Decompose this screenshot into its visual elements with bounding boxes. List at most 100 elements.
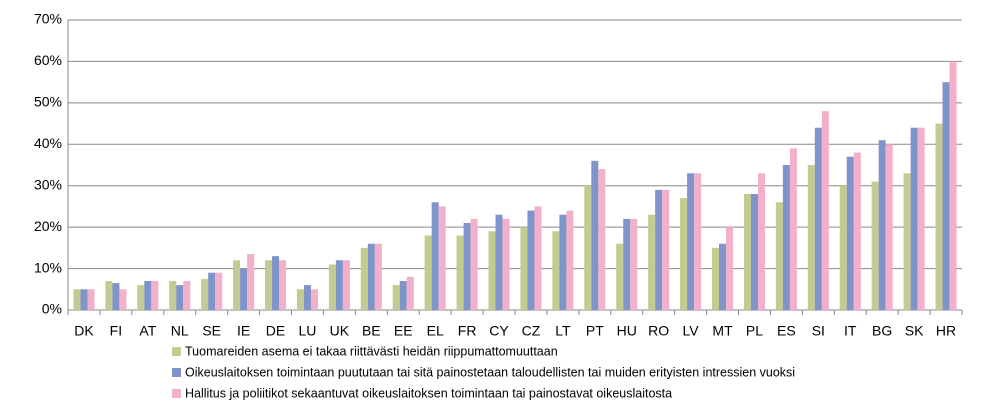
bar [488,231,496,310]
bar [367,243,375,310]
bar [438,206,446,310]
x-tick-label: LV [683,323,700,339]
x-tick-label: CZ [522,323,541,339]
bar [935,123,943,310]
x-tick-label: UK [330,323,350,339]
legend-label: Oikeuslaitoksen toimintaan puututaan tai… [185,365,795,379]
bar [303,285,311,310]
x-tick-label: IE [237,323,250,339]
bar [502,218,510,310]
bar [296,289,304,310]
x-tick-label: SK [905,323,924,339]
bar [584,185,592,310]
bar [694,173,702,310]
bar [360,247,368,310]
bar [942,82,950,311]
x-tick-label: CY [489,323,509,339]
bar [527,210,535,310]
bar [169,281,177,310]
bar [470,218,478,310]
bar [264,260,273,310]
bar [687,173,695,310]
bar [871,181,879,310]
bar [623,218,631,310]
x-tick-label: PT [586,323,604,339]
x-tick-label: HR [936,323,956,339]
bar [424,235,432,310]
x-tick-label: BE [362,323,381,339]
y-tick-label: 10% [34,259,62,275]
y-tick-label: 60% [34,52,62,68]
bar [655,189,663,310]
bar [80,289,88,310]
bar [903,173,911,310]
bar [917,127,925,310]
x-tick-label: EE [394,323,413,339]
legend-label: Tuomareiden asema ei takaa riittävästi h… [185,344,558,358]
y-tick-label: 0% [42,301,62,317]
bar [374,243,382,310]
bar [431,202,439,310]
y-tick-label: 20% [34,218,62,234]
x-tick-label: SE [202,323,221,339]
bar [591,160,599,310]
bar [839,185,847,310]
x-tick-label: DE [266,323,285,339]
bar [87,289,95,310]
bar [176,285,184,310]
x-tick-label: EL [427,323,444,339]
bar [144,281,152,310]
bar [719,243,727,310]
bar [463,223,471,310]
bar [495,214,503,310]
bar [853,152,861,310]
bar [201,278,209,310]
bar [775,202,783,310]
y-tick-label: 30% [34,176,62,192]
x-tick-label: IT [844,323,857,339]
bar [233,260,241,310]
bar [151,281,159,310]
bar [662,189,670,310]
bar [240,268,248,310]
bar [279,260,287,310]
bar [399,281,407,310]
legend-label: Hallitus ja poliitikot sekaantuvat oikeu… [185,386,672,400]
bar [598,169,606,310]
bar [949,61,957,310]
bar [552,231,560,310]
bar [406,276,414,310]
bar [846,156,854,310]
bar [711,247,720,310]
bar [272,256,280,310]
bar [137,285,145,310]
bar [630,218,638,310]
bar [328,264,336,310]
bar [534,206,542,310]
bar [782,165,790,310]
bar [757,173,766,310]
bar [520,227,528,310]
bar [73,289,81,310]
bar [342,260,350,310]
x-tick-label: FI [110,323,122,339]
x-tick-label: BG [872,323,892,339]
bar [215,272,223,310]
legend-swatch [172,347,181,356]
bar [335,260,343,310]
x-tick-label: LT [555,323,571,339]
y-tick-label: 40% [34,135,62,151]
x-tick-label: LU [299,323,317,339]
bar [743,194,751,310]
x-tick-label: RO [648,323,669,339]
bar [566,210,574,310]
x-tick-label: FR [458,323,477,339]
bar [105,281,113,310]
bar [310,289,319,310]
bar [616,243,624,310]
x-tick-label: MT [712,323,733,339]
bar [726,227,734,310]
x-tick-label: HU [617,323,637,339]
bar [559,214,567,310]
